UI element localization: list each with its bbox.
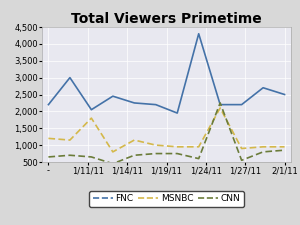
FNC [154, 103, 158, 106]
MSNBC [283, 146, 286, 148]
Line: FNC: FNC [48, 34, 285, 113]
CNN [176, 152, 179, 155]
CNN [197, 157, 200, 160]
CNN [133, 154, 136, 157]
FNC [90, 108, 93, 111]
CNN [283, 149, 286, 152]
MSNBC [154, 144, 158, 146]
CNN [154, 152, 158, 155]
FNC [176, 112, 179, 114]
Title: Total Viewers Primetime: Total Viewers Primetime [71, 12, 262, 26]
CNN [90, 156, 93, 158]
FNC [46, 103, 50, 106]
MSNBC [133, 139, 136, 142]
MSNBC [90, 117, 93, 119]
MSNBC [218, 107, 222, 109]
MSNBC [46, 137, 50, 140]
CNN [240, 159, 243, 162]
MSNBC [68, 139, 72, 142]
FNC [261, 86, 265, 89]
Line: MSNBC: MSNBC [48, 108, 285, 152]
FNC [218, 103, 222, 106]
FNC [197, 32, 200, 35]
CNN [218, 102, 222, 104]
MSNBC [197, 146, 200, 148]
MSNBC [240, 147, 243, 150]
FNC [68, 76, 72, 79]
CNN [261, 151, 265, 153]
Line: CNN: CNN [48, 103, 285, 164]
FNC [133, 102, 136, 104]
MSNBC [176, 146, 179, 148]
CNN [111, 162, 115, 165]
CNN [46, 156, 50, 158]
MSNBC [111, 151, 115, 153]
FNC [283, 93, 286, 96]
Legend: FNC, MSNBC, CNN: FNC, MSNBC, CNN [89, 191, 244, 207]
FNC [111, 95, 115, 98]
FNC [240, 103, 243, 106]
MSNBC [261, 146, 265, 148]
CNN [68, 154, 72, 157]
